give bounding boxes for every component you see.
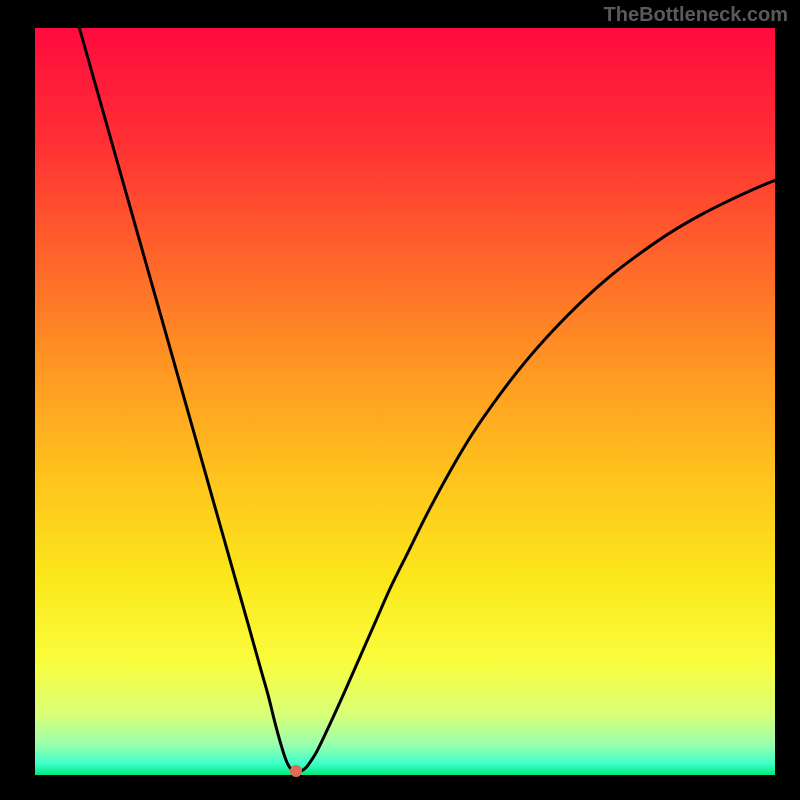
bottleneck-curve bbox=[79, 28, 775, 771]
optimal-point-marker bbox=[290, 765, 302, 777]
curve-layer bbox=[35, 28, 775, 775]
watermark-text: TheBottleneck.com bbox=[604, 4, 788, 27]
chart-container: TheBottleneck.com bbox=[0, 0, 800, 800]
plot-area bbox=[35, 28, 775, 775]
